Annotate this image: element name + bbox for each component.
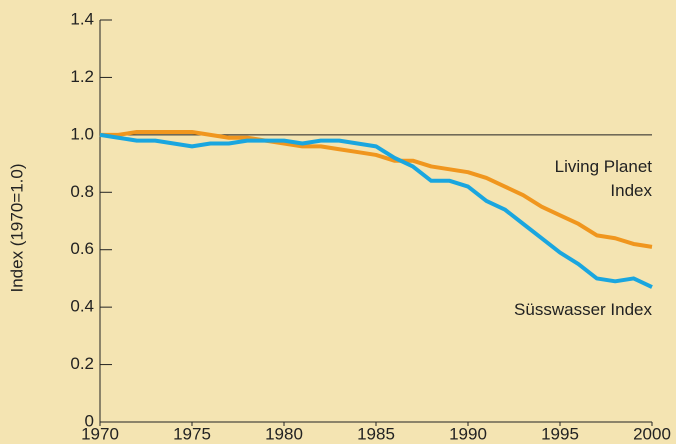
legend-label: Süsswasser Index [514, 300, 652, 319]
x-tick-label: 1990 [449, 424, 487, 443]
y-tick-label: 0.2 [70, 354, 94, 373]
x-tick-label: 1985 [357, 424, 395, 443]
legend-label: Living Planet Index [554, 157, 652, 200]
y-tick-label: 0.6 [70, 239, 94, 258]
y-tick-label: 0.8 [70, 182, 94, 201]
series-line [99, 132, 653, 289]
y-tick-label: 1.4 [70, 9, 94, 28]
x-tick-label: 1970 [81, 424, 119, 443]
x-tick-label: 1975 [173, 424, 211, 443]
x-tick-label: 1995 [541, 424, 579, 443]
series-line [100, 129, 653, 249]
x-tick-label: 1980 [265, 424, 303, 443]
y-tick-label: 1.0 [70, 124, 94, 143]
x-tick-label: 2000 [633, 424, 671, 443]
y-tick-label: 0 [85, 411, 94, 430]
y-tick-label: 1.2 [70, 67, 94, 86]
y-tick-label: 0.4 [70, 297, 94, 316]
y-axis-label: Index (1970=1.0) [7, 163, 26, 292]
